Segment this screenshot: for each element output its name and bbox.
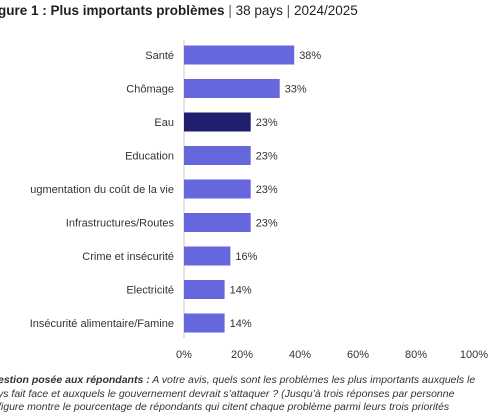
x-tick-label: 80% [405,349,427,361]
bar [184,146,251,165]
value-label: 16% [235,251,257,263]
value-label: 23% [256,184,278,196]
category-label: Insécurité alimentaire/Famine [30,318,174,330]
x-tick-label: 40% [289,349,311,361]
footnote-lead: estion posée aux répondants : [0,374,150,386]
x-tick-label: 60% [347,349,369,361]
value-label: 38% [299,50,321,62]
footnote-line-1: estion posée aux répondants : A votre av… [0,374,497,388]
x-tick-label: 100% [460,349,488,361]
chart-title-main: gure 1 : Plus importants problèmes [0,3,225,18]
x-tick-label: 20% [231,349,253,361]
value-label: 14% [230,318,252,330]
chart-subtitle-countries: 38 pays [235,3,283,18]
chart-subtitle-period: 2024/2025 [293,3,358,18]
title-separator: | [228,3,232,18]
category-label: Chômage [126,84,174,96]
category-label: Santé [145,50,174,62]
bar [184,179,251,199]
value-label: 14% [230,285,252,297]
survey-question-footnote: estion posée aux répondants : A votre av… [0,374,497,415]
title-separator-2: | [286,3,291,18]
footnote-line-2: ys fait face et auxquels le gouvernement… [0,387,455,400]
category-label: Education [125,151,174,163]
bar [184,79,280,98]
category-label: Infrastructures/Routes [66,218,175,230]
x-tick-label: 0% [176,349,192,361]
category-label: ugmentation du coût de la vie [30,184,174,196]
category-label: Electricité [126,285,174,297]
bar [184,313,225,333]
bar [184,112,251,132]
bar [184,213,251,232]
bar [184,246,231,266]
value-label: 33% [285,84,307,96]
category-label: Eau [154,117,174,129]
bar [184,280,225,299]
chart-title: gure 1 : Plus importants problèmes | 38 … [0,3,358,18]
value-label: 23% [256,117,278,129]
footnote-line-3: figure montre le pourcentage de répondan… [0,401,450,413]
value-label: 23% [256,151,278,163]
value-label: 23% [256,218,278,230]
category-label: Crime et insécurité [82,251,174,263]
bar [184,45,295,65]
footnote-line-1-text: A votre avis, quels sont les problèmes l… [149,374,476,386]
